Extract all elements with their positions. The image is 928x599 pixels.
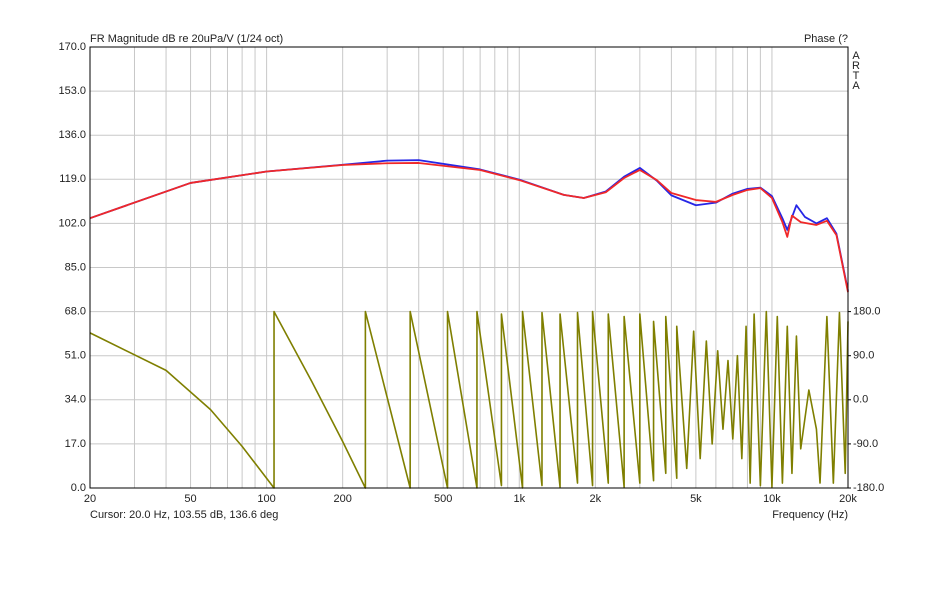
y-tick-label: 136.0 bbox=[58, 129, 86, 141]
x-tick-label: 2k bbox=[590, 493, 602, 505]
y2-tick-label: -180.0 bbox=[853, 482, 884, 494]
y2-tick-label: 0.0 bbox=[853, 394, 868, 406]
y-tick-label: 102.0 bbox=[58, 217, 86, 229]
y-tick-label: 68.0 bbox=[65, 306, 86, 318]
x-tick-label: 20 bbox=[84, 493, 96, 505]
x-tick-label: 20k bbox=[839, 493, 857, 505]
x-tick-label: 1k bbox=[513, 493, 525, 505]
cursor-readout: Cursor: 20.0 Hz, 103.55 dB, 136.6 deg bbox=[90, 509, 278, 521]
y-tick-label: 34.0 bbox=[65, 394, 86, 406]
x-tick-label: 200 bbox=[333, 493, 351, 505]
x-tick-label: 10k bbox=[763, 493, 781, 505]
y-tick-label: 0.0 bbox=[71, 482, 86, 494]
data-line bbox=[89, 162, 849, 293]
y2-tick-label: 90.0 bbox=[853, 350, 874, 362]
plot-border bbox=[89, 46, 849, 489]
x-tick-label: 100 bbox=[257, 493, 275, 505]
y-tick-label: 119.0 bbox=[59, 173, 86, 185]
y2-title: Phase (? bbox=[804, 33, 848, 45]
data-line bbox=[89, 159, 849, 292]
brand: ARTA bbox=[850, 50, 862, 90]
y-tick-label: 153.0 bbox=[58, 85, 86, 97]
chart-title: FR Magnitude dB re 20uPa/V (1/24 oct) bbox=[90, 33, 283, 45]
x-axis-label: Frequency (Hz) bbox=[772, 509, 848, 521]
y2-tick-label: -90.0 bbox=[853, 438, 878, 450]
y-tick-label: 17.0 bbox=[65, 438, 86, 450]
y-tick-label: 170.0 bbox=[58, 41, 86, 53]
x-tick-label: 5k bbox=[690, 493, 702, 505]
y-tick-label: 51.0 bbox=[65, 350, 86, 362]
y-tick-label: 85.0 bbox=[65, 261, 86, 273]
data-line bbox=[89, 310, 849, 489]
x-tick-label: 500 bbox=[434, 493, 452, 505]
x-tick-label: 50 bbox=[184, 493, 196, 505]
y2-tick-label: 180.0 bbox=[853, 306, 881, 318]
